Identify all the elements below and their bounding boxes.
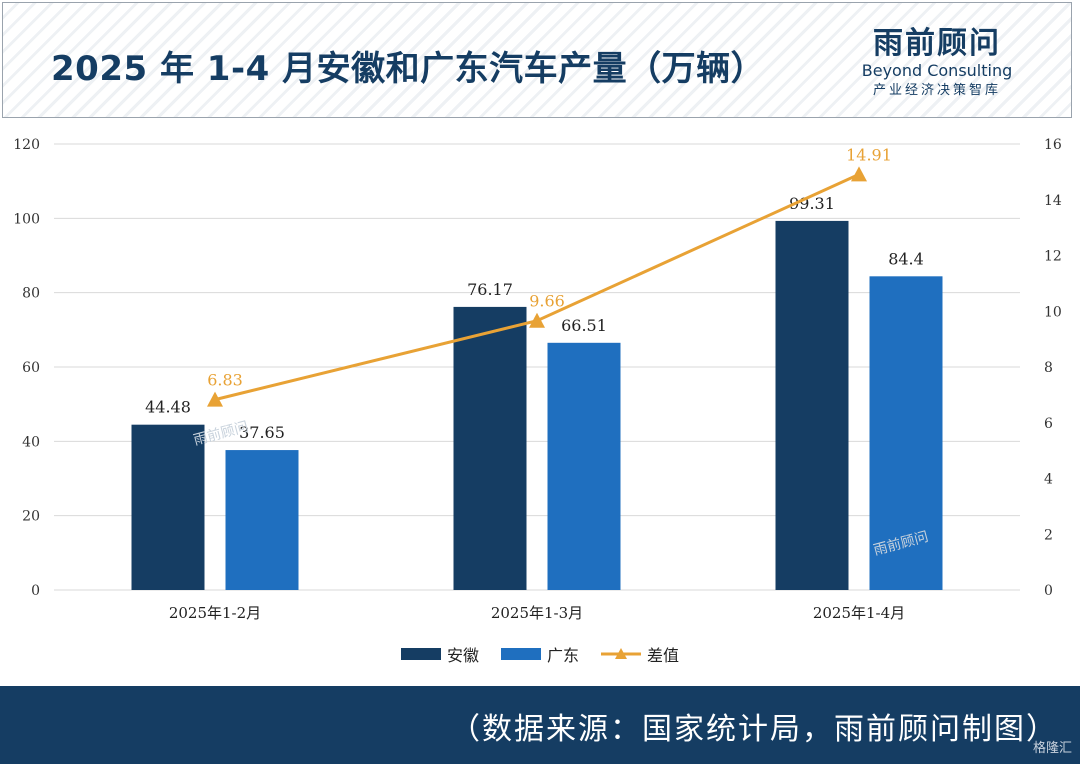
watermark: 雨前顾问	[192, 418, 250, 449]
y2-tick-label: 4	[1044, 472, 1053, 488]
bar-anhui	[775, 220, 849, 590]
brand-logo: 雨前顾问 Beyond Consulting 产业经济决策智库	[857, 27, 1017, 101]
legend-label-guangdong: 广东	[546, 646, 579, 665]
y-tick-label: 100	[13, 211, 40, 227]
y2-tick-label: 10	[1044, 304, 1062, 320]
bar-guangdong	[547, 342, 621, 590]
y2-tick-label: 14	[1044, 193, 1062, 209]
legend-swatch-anhui	[400, 648, 441, 660]
x-tick-label: 2025年1-2月	[169, 604, 261, 622]
y2-tick-label: 12	[1044, 249, 1062, 265]
bar-data-label: 76.17	[467, 280, 513, 299]
y-tick-label: 80	[22, 286, 40, 302]
diff-point	[529, 312, 545, 328]
logo-tagline: 产业经济决策智库	[872, 83, 1001, 98]
bar-anhui	[453, 306, 527, 590]
source-footer: （数据来源：国家统计局，雨前顾问制图） 格隆汇	[0, 686, 1080, 764]
legend-item-anhui: 安徽	[400, 642, 479, 666]
x-tick-label: 2025年1-3月	[491, 604, 583, 622]
y-tick-label: 20	[22, 509, 40, 525]
y2-tick-label: 16	[1044, 137, 1062, 153]
bar-data-label: 37.65	[239, 423, 285, 442]
legend-swatch-guangdong	[500, 648, 541, 660]
diff-data-label: 14.91	[846, 145, 892, 164]
diff-point	[851, 166, 867, 182]
bar-guangdong	[869, 276, 943, 590]
bar-data-label: 44.48	[145, 398, 191, 417]
bar-line-chart: 0 20 40 60 80 100 120 0 2 4 6 8 10 12 14 16 2025年1-2月 44.…	[13, 137, 1062, 622]
diff-data-label: 6.83	[207, 371, 243, 390]
chart-title: 2025 年 1-4 月安徽和广东汽车产量（万辆）	[51, 49, 766, 89]
y-tick-label: 40	[22, 434, 40, 450]
legend-item-guangdong: 广东	[500, 642, 579, 666]
logo-en: Beyond Consulting	[861, 61, 1013, 80]
diff-point	[207, 391, 223, 407]
y2-tick-label: 6	[1044, 416, 1053, 432]
bar-data-label: 99.31	[789, 194, 835, 213]
y-tick-label: 0	[31, 583, 40, 599]
x-tick-label: 2025年1-4月	[813, 604, 905, 622]
title-banner: 2025 年 1-4 月安徽和广东汽车产量（万辆） 雨前顾问 Beyond Co…	[2, 2, 1072, 118]
bar-anhui	[131, 424, 205, 590]
diff-data-label: 9.66	[529, 292, 565, 311]
legend: 安徽 广东 差值	[0, 640, 1080, 668]
y-tick-label: 120	[13, 137, 40, 153]
legend-label-diff: 差值	[647, 646, 680, 665]
y2-tick-label: 8	[1044, 360, 1053, 376]
bar-data-label: 66.51	[561, 316, 607, 335]
legend-item-diff: 差值	[601, 642, 679, 666]
bar-data-label: 84.4	[888, 249, 924, 268]
logo-cn: 雨前顾问	[873, 26, 1001, 61]
bar-guangdong	[225, 450, 299, 590]
y-tick-label: 60	[22, 360, 40, 376]
corner-watermark: 格隆汇	[1032, 741, 1072, 756]
diff-series-line	[214, 173, 860, 402]
legend-label-anhui: 安徽	[446, 646, 479, 665]
y2-tick-label: 0	[1044, 583, 1053, 599]
source-note: （数据来源：国家统计局，雨前顾问制图）	[450, 712, 1058, 747]
y2-tick-label: 2	[1044, 527, 1053, 543]
legend-swatch-diff	[601, 648, 641, 659]
